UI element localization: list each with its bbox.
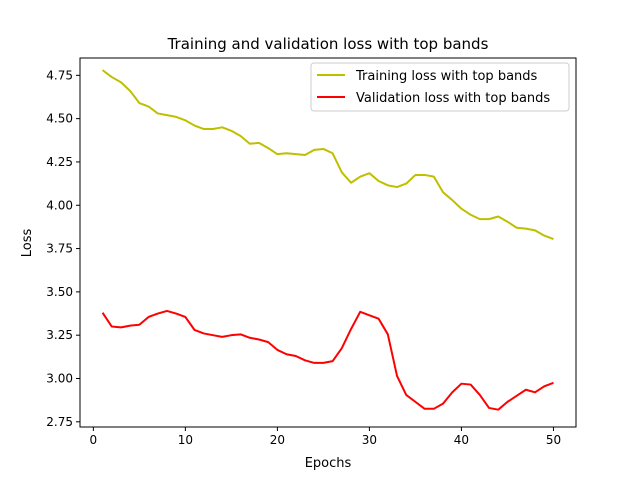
chart-title: Training and validation loss with top ba… xyxy=(167,35,489,53)
x-tick-label: 40 xyxy=(454,433,469,447)
legend-label-training: Training loss with top bands xyxy=(355,69,538,84)
y-tick-label: 4.00 xyxy=(46,198,73,212)
x-tick-label: 0 xyxy=(90,433,98,447)
plot-area-frame xyxy=(79,57,577,428)
x-axis-ticks: 0 10 20 30 40 50 xyxy=(90,427,561,447)
series-line-training xyxy=(101,69,554,240)
y-tick-label: 3.00 xyxy=(46,371,73,385)
y-tick-label: 3.50 xyxy=(46,285,73,299)
x-tick-label: 20 xyxy=(270,433,285,447)
legend-box xyxy=(310,62,570,112)
legend-label-validation: Validation loss with top bands xyxy=(356,91,550,106)
y-tick-label: 4.25 xyxy=(46,155,73,169)
y-tick-label: 4.50 xyxy=(46,112,73,126)
legend: Training loss with top bands Validation … xyxy=(310,62,570,112)
x-tick-label: 10 xyxy=(178,433,193,447)
y-axis-label: Loss xyxy=(20,229,35,258)
y-tick-label: 3.25 xyxy=(46,328,73,342)
y-tick-label: 3.75 xyxy=(46,242,73,256)
x-tick-label: 50 xyxy=(546,433,561,447)
y-tick-label: 4.75 xyxy=(46,68,73,82)
x-axis-label: Epochs xyxy=(305,456,352,471)
series-line-validation xyxy=(101,309,554,411)
x-tick-label: 30 xyxy=(362,433,377,447)
plot-lines xyxy=(101,69,554,411)
y-tick-label: 2.75 xyxy=(46,415,73,429)
y-axis-ticks: 2.75 3.00 3.25 3.50 3.75 4.00 4.25 4.50 4.75 xyxy=(46,68,80,429)
